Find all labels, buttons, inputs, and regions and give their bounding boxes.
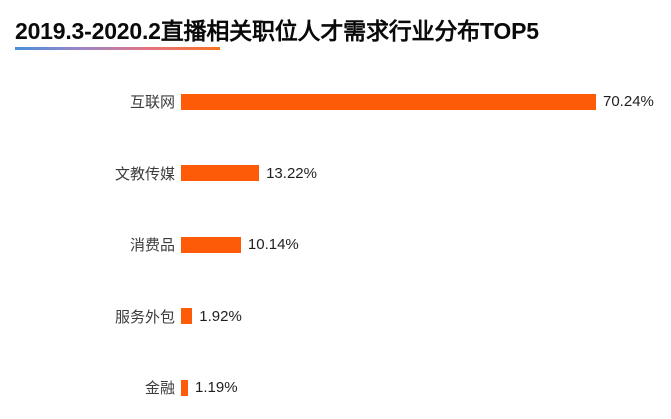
value-label: 13.22% — [266, 164, 317, 182]
chart-title: 2019.3-2020.2直播相关职位人才需求行业分布TOP5 — [15, 18, 539, 44]
value-label: 1.92% — [199, 307, 242, 325]
bar-track: 1.19% — [181, 379, 671, 396]
bar-segment — [181, 93, 596, 110]
category-label: 互联网 — [129, 94, 175, 112]
bar-segment — [181, 379, 188, 396]
bar-track: 1.92% — [181, 308, 671, 325]
bar-segment — [181, 165, 260, 182]
chart-row: 服务外包 1.92% — [0, 281, 671, 353]
bar-segment — [181, 236, 241, 253]
value-label: 1.19% — [195, 379, 238, 397]
category-label: 文教传媒 — [114, 165, 175, 183]
bar-track: 10.14% — [181, 236, 671, 253]
chart-row: 金融 1.19% — [0, 352, 671, 419]
bar-track: 70.24% — [181, 93, 671, 110]
chart-row: 互联网 70.24% — [0, 66, 671, 138]
value-label: 10.14% — [247, 236, 299, 254]
bar-segment — [181, 308, 193, 325]
bar-track: 13.22% — [181, 165, 671, 182]
bar-chart: 互联网 70.24% 文教传媒 13.22% 消费品 10.14% 服务外包 1.92% 金融 1… — [0, 66, 671, 419]
title-underline-gradient — [15, 47, 220, 50]
category-label: 消费品 — [129, 237, 175, 255]
category-label: 服务外包 — [114, 308, 175, 326]
category-label: 金融 — [144, 380, 175, 398]
chart-row: 消费品 10.14% — [0, 209, 671, 281]
value-label: 70.24% — [603, 93, 654, 111]
chart-row: 文教传媒 13.22% — [0, 138, 671, 210]
